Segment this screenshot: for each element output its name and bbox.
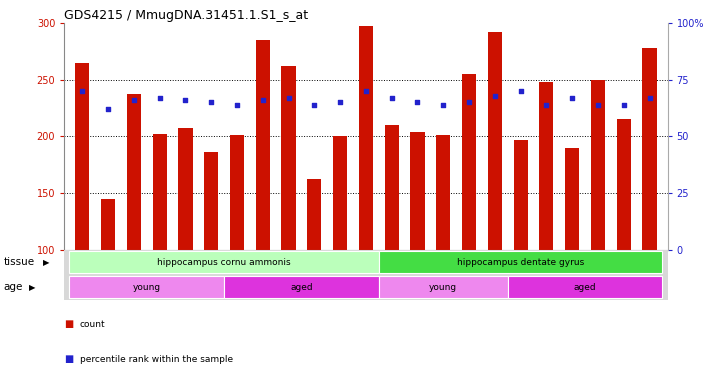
Bar <box>508 276 663 298</box>
Point <box>412 99 423 106</box>
Bar <box>359 26 373 250</box>
Point <box>361 88 372 94</box>
Bar <box>591 80 605 250</box>
Point <box>489 93 501 99</box>
Point <box>644 95 655 101</box>
Bar <box>436 135 451 250</box>
Point <box>463 99 475 106</box>
Text: age: age <box>4 282 23 292</box>
Text: ▶: ▶ <box>29 283 35 291</box>
Bar <box>178 128 193 250</box>
Point <box>206 99 217 106</box>
Bar <box>281 66 296 250</box>
Bar <box>617 119 631 250</box>
Bar <box>256 40 270 250</box>
Point <box>308 101 320 108</box>
Bar <box>411 132 425 250</box>
Bar <box>127 94 141 250</box>
Point <box>231 101 243 108</box>
Bar <box>379 276 508 298</box>
Text: ▶: ▶ <box>43 258 49 266</box>
Point <box>283 95 294 101</box>
Text: hippocampus cornu ammonis: hippocampus cornu ammonis <box>157 258 291 266</box>
Text: tissue: tissue <box>4 257 35 267</box>
Bar <box>69 251 379 273</box>
Point <box>180 97 191 103</box>
Text: count: count <box>80 320 106 329</box>
Bar <box>230 135 244 250</box>
Point <box>540 101 552 108</box>
Bar <box>75 63 89 250</box>
Point <box>593 101 604 108</box>
Bar <box>153 134 167 250</box>
Bar <box>539 82 553 250</box>
Point <box>102 106 114 112</box>
Point <box>257 97 268 103</box>
Bar <box>513 140 528 250</box>
Point <box>334 99 346 106</box>
Point <box>618 101 630 108</box>
Bar <box>204 152 218 250</box>
Bar <box>69 276 224 298</box>
Bar <box>385 125 399 250</box>
Bar <box>643 48 657 250</box>
Text: percentile rank within the sample: percentile rank within the sample <box>80 354 233 364</box>
Bar <box>101 199 115 250</box>
Point <box>515 88 526 94</box>
Bar <box>462 74 476 250</box>
Bar <box>379 251 663 273</box>
Point <box>76 88 88 94</box>
Text: ■: ■ <box>64 319 74 329</box>
Bar <box>565 148 579 250</box>
Point <box>154 95 166 101</box>
Point <box>438 101 449 108</box>
Text: young: young <box>133 283 161 291</box>
Text: ■: ■ <box>64 354 74 364</box>
Text: GDS4215 / MmugDNA.31451.1.S1_s_at: GDS4215 / MmugDNA.31451.1.S1_s_at <box>64 9 308 22</box>
Text: hippocampus dentate gyrus: hippocampus dentate gyrus <box>457 258 584 266</box>
Text: young: young <box>429 283 458 291</box>
Point <box>129 97 140 103</box>
Text: aged: aged <box>290 283 313 291</box>
Bar <box>333 136 347 250</box>
Point <box>566 95 578 101</box>
Text: aged: aged <box>574 283 596 291</box>
Bar <box>488 32 502 250</box>
Point <box>386 95 398 101</box>
Bar <box>224 276 379 298</box>
Bar <box>307 179 321 250</box>
